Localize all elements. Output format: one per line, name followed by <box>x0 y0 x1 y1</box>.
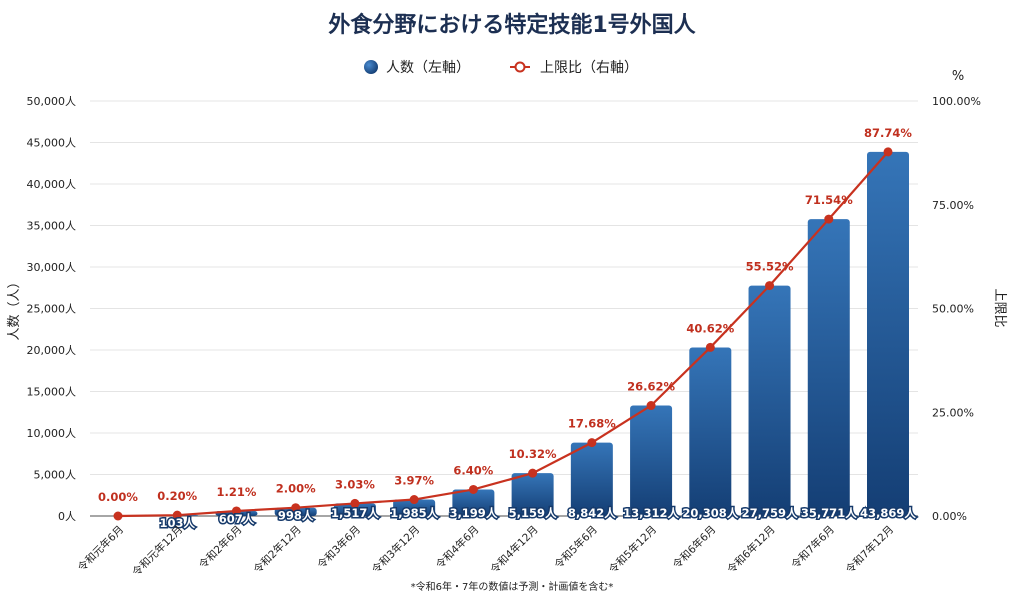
bar-value-label: 1,517人 <box>331 506 379 520</box>
bar-value-label: 103人 <box>159 516 195 530</box>
y-tick-label: 45,000人 <box>27 137 77 150</box>
x-tick-label: 令和6年6月 <box>670 523 718 571</box>
ratio-point <box>528 468 538 478</box>
bar-value-label: 998人 <box>278 509 314 523</box>
x-tick-label: 令和2年6月 <box>196 523 244 571</box>
ratio-point <box>824 214 834 224</box>
ratio-value-label: 2.00% <box>276 482 316 496</box>
x-tick-label: 令和5年6月 <box>552 523 600 571</box>
ratio-value-label: 71.54% <box>805 193 853 207</box>
bar-value-label: 27,759人 <box>742 506 798 520</box>
ratio-value-label: 3.97% <box>394 474 434 488</box>
y-axis-label: 人数（人） <box>7 275 22 340</box>
y-tick-label: 50,000人 <box>27 95 77 108</box>
y-tick-label: 30,000人 <box>27 261 77 274</box>
ratio-value-label: 0.00% <box>98 490 138 504</box>
y2-tick-label: 75.00% <box>932 199 974 212</box>
y2-tick-label: 100.00% <box>932 95 981 108</box>
y-tick-label: 35,000人 <box>27 220 77 233</box>
bar <box>748 285 791 516</box>
ratio-value-label: 26.62% <box>627 380 675 394</box>
legend: 人数（左軸） 上限比（右軸） <box>364 60 638 76</box>
bar-value-label: 1,985人 <box>390 506 438 520</box>
ratio-point <box>172 510 182 520</box>
bar <box>867 151 909 516</box>
legend-bar-label: 人数（左軸） <box>386 60 470 76</box>
ratio-value-label: 6.40% <box>453 463 493 477</box>
ratio-value-label: 3.03% <box>335 477 375 491</box>
ratio-line <box>117 151 889 518</box>
y-tick-label: 40,000人 <box>27 178 77 191</box>
x-tick-label: 令和4年6月 <box>433 523 481 571</box>
x-tick-label: 令和5年12月 <box>606 523 659 576</box>
y-tick-label: 20,000人 <box>27 344 77 357</box>
ratio-point <box>350 498 360 508</box>
ratio-point <box>765 281 775 291</box>
y2-axis-label: 上限比 <box>992 288 1007 327</box>
x-tick-label: 令和2年12月 <box>251 523 304 576</box>
ratio-point <box>587 438 597 448</box>
bar-value-label: 20,308人 <box>682 506 738 520</box>
x-tick-label: 令和6年12月 <box>725 523 778 576</box>
ratio-value-label: 55.52% <box>746 260 794 274</box>
footnote: *令和6年・7年の数値は予測・計画値を含む* <box>411 580 614 593</box>
legend-line-label: 上限比（右軸） <box>540 60 638 76</box>
ratio-point <box>409 495 419 505</box>
ratio-point <box>291 503 301 513</box>
y-tick-label: 5,000人 <box>34 469 77 482</box>
bar <box>807 219 850 516</box>
x-tick-label: 令和4年12月 <box>488 523 541 576</box>
ratio-point <box>705 342 715 352</box>
x-tick-label: 令和元年6月 <box>75 523 126 574</box>
bar-value-label: 35,771人 <box>801 506 857 520</box>
x-tick-label: 令和元年12月 <box>130 523 186 579</box>
bar-value-label: 5,159人 <box>509 506 557 520</box>
y2-unit: % <box>952 69 964 84</box>
ratio-point <box>646 401 656 411</box>
y-tick-label: 10,000人 <box>27 427 77 440</box>
bar <box>630 405 673 516</box>
x-tick-label: 令和3年12月 <box>369 523 422 576</box>
chart-title: 外食分野における特定技能1号外国人 <box>328 12 695 38</box>
bar <box>452 489 495 516</box>
ratio-point <box>468 484 478 494</box>
ratio-value-label: 10.32% <box>509 447 557 461</box>
ratio-point <box>883 147 893 157</box>
ratio-value-label: 0.20% <box>157 489 197 503</box>
y-tick-label: 15,000人 <box>27 386 77 399</box>
ratio-point <box>113 511 123 521</box>
x-tick-label: 令和3年6月 <box>315 523 363 571</box>
ratio-value-label: 87.74% <box>864 126 912 140</box>
bar-value-label: 8,842人 <box>568 506 616 520</box>
bar <box>689 347 732 516</box>
bar-value-label: 43,869人 <box>860 506 916 520</box>
y2-tick-label: 0.00% <box>932 510 967 523</box>
x-tick-label: 令和7年6月 <box>789 523 837 571</box>
y-tick-label: 0人 <box>58 510 76 523</box>
bar <box>393 499 436 516</box>
bar-value-label: 607人 <box>219 512 255 526</box>
bar-value-label: 3,199人 <box>449 506 497 520</box>
y2-tick-label: 50.00% <box>932 303 974 316</box>
bar <box>570 442 613 516</box>
bar <box>333 503 376 516</box>
bar-value-label: 13,312人 <box>623 506 679 520</box>
ratio-value-label: 40.62% <box>686 321 734 335</box>
ratio-point <box>231 506 241 516</box>
x-tick-label: 令和7年12月 <box>843 523 896 576</box>
y-tick-label: 25,000人 <box>27 303 77 316</box>
ratio-value-label: 17.68% <box>568 417 616 431</box>
y2-tick-label: 25.00% <box>932 406 974 419</box>
bar <box>511 473 554 516</box>
legend-bar-marker <box>364 60 378 74</box>
ratio-value-label: 1.21% <box>217 485 257 499</box>
